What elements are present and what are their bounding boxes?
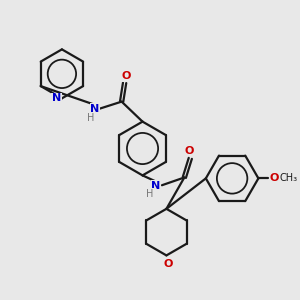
Text: O: O — [122, 71, 131, 81]
Text: H: H — [88, 113, 95, 123]
Text: H: H — [146, 189, 154, 199]
Text: O: O — [184, 146, 194, 156]
Text: N: N — [90, 104, 99, 114]
Text: O: O — [163, 259, 172, 269]
Text: O: O — [269, 173, 279, 183]
Text: N: N — [151, 181, 160, 191]
Text: N: N — [52, 93, 61, 103]
Text: CH₃: CH₃ — [279, 173, 297, 183]
